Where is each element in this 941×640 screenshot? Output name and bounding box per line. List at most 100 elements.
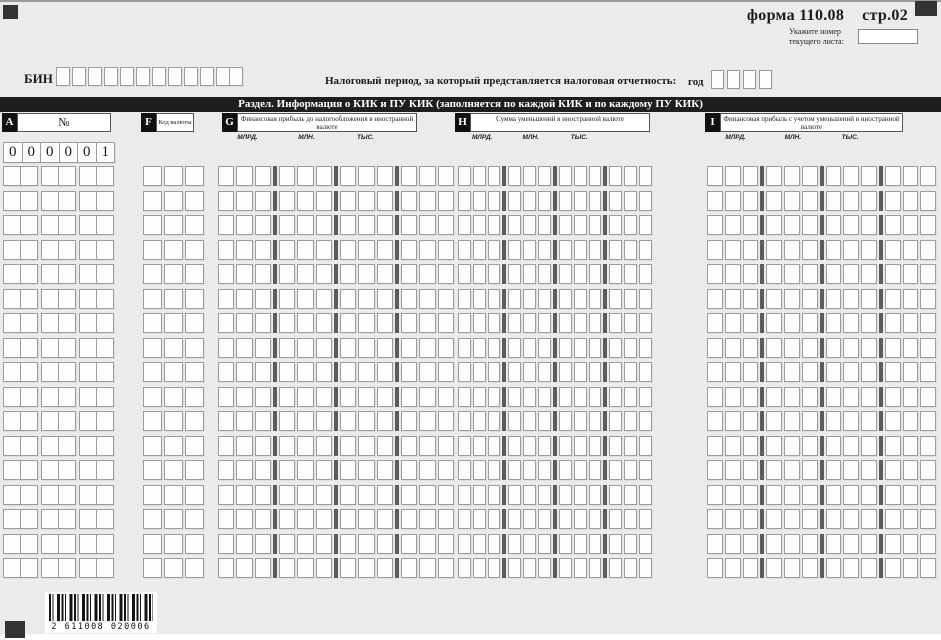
amount-digit-cell[interactable]: [419, 166, 436, 186]
amount-digit-cell[interactable]: [538, 264, 551, 284]
row-number-cell[interactable]: [96, 411, 114, 431]
row-number-cell[interactable]: [41, 239, 59, 260]
amount-digit-cell[interactable]: [358, 435, 375, 456]
row-number-cell[interactable]: [41, 166, 59, 186]
amount-digit-cell[interactable]: [784, 386, 800, 407]
amount-digit-cell[interactable]: [724, 313, 741, 333]
amount-digit-cell[interactable]: [437, 288, 454, 309]
row-number-cell[interactable]: [20, 533, 38, 554]
row-number-cell[interactable]: [58, 288, 76, 309]
amount-digit-cell[interactable]: [523, 362, 537, 382]
amount-digit-cell[interactable]: [278, 337, 296, 358]
amount-digit-cell[interactable]: [588, 435, 602, 456]
amount-digit-cell[interactable]: [400, 484, 418, 505]
amount-digit-cell[interactable]: [861, 288, 877, 309]
amount-digit-cell[interactable]: [472, 558, 486, 578]
row-number-cell[interactable]: [79, 313, 97, 333]
amount-digit-cell[interactable]: [624, 264, 638, 284]
amount-digit-cell[interactable]: [707, 264, 723, 284]
amount-digit-cell[interactable]: [801, 509, 818, 529]
row-number-cell[interactable]: [3, 337, 21, 358]
amount-digit-cell[interactable]: [742, 509, 759, 529]
amount-digit-cell[interactable]: [315, 190, 332, 211]
amount-digit-cell[interactable]: [315, 386, 332, 407]
amount-digit-cell[interactable]: [218, 558, 235, 578]
amount-digit-cell[interactable]: [861, 215, 877, 235]
amount-digit-cell[interactable]: [523, 313, 537, 333]
amount-digit-cell[interactable]: [573, 166, 587, 186]
amount-digit-cell[interactable]: [297, 460, 314, 480]
amount-digit-cell[interactable]: [573, 509, 587, 529]
amount-digit-cell[interactable]: [358, 190, 375, 211]
amount-digit-cell[interactable]: [742, 288, 759, 309]
row-number-cell[interactable]: [41, 190, 59, 211]
amount-digit-cell[interactable]: [254, 362, 271, 382]
amount-digit-cell[interactable]: [843, 533, 859, 554]
currency-code-cell[interactable]: [185, 264, 204, 284]
row-number-cell[interactable]: [79, 533, 97, 554]
amount-digit-cell[interactable]: [784, 264, 800, 284]
amount-digit-cell[interactable]: [315, 264, 332, 284]
amount-digit-cell[interactable]: [588, 239, 602, 260]
amount-digit-cell[interactable]: [437, 435, 454, 456]
amount-digit-cell[interactable]: [339, 533, 357, 554]
amount-digit-cell[interactable]: [766, 533, 782, 554]
amount-digit-cell[interactable]: [843, 362, 859, 382]
amount-digit-cell[interactable]: [624, 435, 638, 456]
amount-digit-cell[interactable]: [376, 533, 393, 554]
amount-digit-cell[interactable]: [707, 435, 723, 456]
amount-digit-cell[interactable]: [639, 411, 652, 431]
amount-digit-cell[interactable]: [742, 435, 759, 456]
amount-digit-cell[interactable]: [297, 337, 314, 358]
amount-digit-cell[interactable]: [884, 337, 901, 358]
amount-digit-cell[interactable]: [573, 190, 587, 211]
amount-digit-cell[interactable]: [884, 239, 901, 260]
amount-digit-cell[interactable]: [588, 386, 602, 407]
currency-code-cell[interactable]: [143, 533, 162, 554]
amount-digit-cell[interactable]: [400, 215, 418, 235]
amount-digit-cell[interactable]: [376, 313, 393, 333]
currency-code-cell[interactable]: [164, 435, 183, 456]
amount-digit-cell[interactable]: [358, 411, 375, 431]
amount-digit-cell[interactable]: [523, 509, 537, 529]
amount-digit-cell[interactable]: [254, 484, 271, 505]
amount-digit-cell[interactable]: [707, 166, 723, 186]
amount-digit-cell[interactable]: [558, 484, 572, 505]
amount-digit-cell[interactable]: [861, 362, 877, 382]
currency-code-cell[interactable]: [185, 215, 204, 235]
row-number-cell[interactable]: [3, 239, 21, 260]
amount-digit-cell[interactable]: [419, 190, 436, 211]
amount-digit-cell[interactable]: [742, 533, 759, 554]
amount-digit-cell[interactable]: [843, 558, 859, 578]
amount-digit-cell[interactable]: [784, 288, 800, 309]
year-digit-cell[interactable]: [711, 70, 724, 89]
amount-digit-cell[interactable]: [278, 386, 296, 407]
amount-digit-cell[interactable]: [400, 190, 418, 211]
amount-digit-cell[interactable]: [376, 558, 393, 578]
row-number-cell[interactable]: [58, 239, 76, 260]
currency-code-cell[interactable]: [143, 411, 162, 431]
amount-digit-cell[interactable]: [458, 558, 471, 578]
amount-digit-cell[interactable]: [487, 362, 501, 382]
amount-digit-cell[interactable]: [884, 558, 901, 578]
amount-digit-cell[interactable]: [254, 264, 271, 284]
amount-digit-cell[interactable]: [624, 313, 638, 333]
amount-digit-cell[interactable]: [458, 411, 471, 431]
amount-digit-cell[interactable]: [236, 484, 253, 505]
currency-code-cell[interactable]: [164, 337, 183, 358]
amount-digit-cell[interactable]: [538, 484, 551, 505]
amount-digit-cell[interactable]: [902, 386, 919, 407]
amount-digit-cell[interactable]: [339, 435, 357, 456]
amount-digit-cell[interactable]: [707, 386, 723, 407]
amount-digit-cell[interactable]: [784, 215, 800, 235]
amount-digit-cell[interactable]: [538, 288, 551, 309]
amount-digit-cell[interactable]: [707, 509, 723, 529]
row-number-cell[interactable]: [58, 509, 76, 529]
bin-digit-cell[interactable]: [229, 67, 243, 86]
amount-digit-cell[interactable]: [801, 264, 818, 284]
currency-code-cell[interactable]: [185, 386, 204, 407]
amount-digit-cell[interactable]: [218, 484, 235, 505]
row-number-cell[interactable]: [3, 386, 21, 407]
amount-digit-cell[interactable]: [588, 215, 602, 235]
row-number-cell[interactable]: [20, 166, 38, 186]
